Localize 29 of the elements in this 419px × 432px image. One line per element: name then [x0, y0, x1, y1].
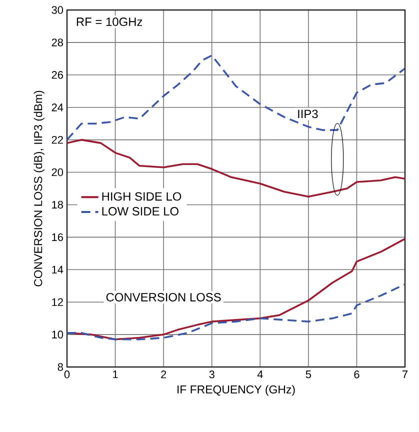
y-tick-label: 18: [52, 200, 63, 209]
line-series: [67, 54, 406, 141]
x-tick-label: 0: [64, 370, 70, 378]
y-tick-label: 22: [52, 136, 63, 144]
x-tick-label: 3: [209, 370, 214, 378]
x-tick-label: 4: [257, 370, 263, 378]
y-tick-label: 14: [52, 266, 64, 274]
y-tick-label: 20: [52, 168, 64, 176]
y-tick-label: 26: [52, 71, 63, 79]
line-series: [67, 283, 406, 340]
y-tick-label: 28: [52, 38, 63, 46]
x-tick-label: 1: [113, 370, 118, 378]
x-axis-title: IF FREQUENCY (GHz): [178, 385, 295, 396]
x-tick-label: 5: [306, 370, 312, 378]
y-tick-label: 10: [52, 330, 64, 338]
y-tick-label: 12: [52, 298, 63, 306]
y-axis-title: CONVERSION LOSS (dB), IIP3 (dBm): [34, 90, 44, 286]
x-tick-label: 2: [161, 370, 166, 378]
y-tick-label: 30: [52, 6, 64, 14]
y-tick-label: 24: [52, 104, 64, 112]
annotation: IIP3: [298, 110, 318, 118]
x-tick-label: 7: [402, 370, 408, 378]
y-tick-label: 8: [58, 363, 63, 371]
legend-label: HIGH SIDE LO: [102, 192, 182, 201]
x-tick-label: 6: [354, 370, 360, 378]
annotation: RF = 10GHz: [76, 18, 142, 26]
annotation: CONVERSION LOSS: [106, 292, 221, 302]
legend-label: LOW SIDE LO: [102, 207, 178, 216]
y-tick-label: 16: [52, 233, 63, 242]
